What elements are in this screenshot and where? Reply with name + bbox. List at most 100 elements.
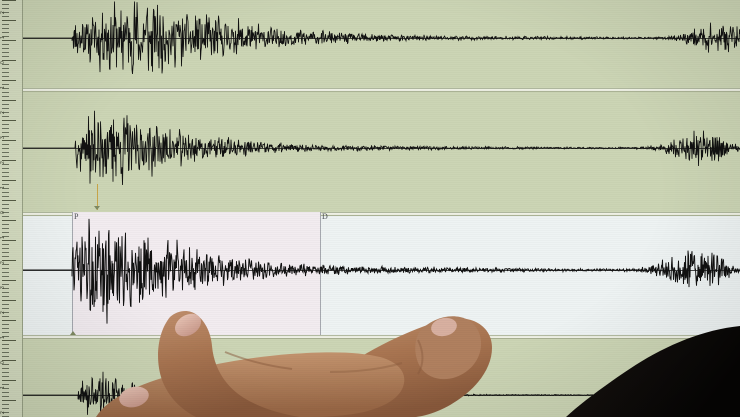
ruler-label: 1 bbox=[0, 86, 6, 89]
seismogram-track-2[interactable] bbox=[22, 88, 740, 212]
ruler-tick-minor bbox=[2, 108, 9, 109]
ruler-tick-minor bbox=[2, 224, 9, 225]
ruler-tick-minor bbox=[2, 388, 9, 389]
ruler-tick-major bbox=[2, 60, 16, 61]
ruler-tick-minor bbox=[2, 136, 9, 137]
ruler-tick-major bbox=[2, 120, 16, 121]
ruler-tick-minor bbox=[2, 408, 9, 409]
ruler-tick-minor bbox=[2, 332, 9, 333]
ruler-tick-minor bbox=[2, 328, 9, 329]
ruler-tick-minor bbox=[2, 4, 9, 5]
ruler-tick-minor bbox=[2, 32, 9, 33]
ruler-label: 2 bbox=[0, 261, 6, 264]
ruler-tick-major bbox=[2, 400, 16, 401]
waveform-path bbox=[22, 219, 740, 324]
ruler-tick-minor bbox=[2, 264, 9, 265]
ruler-tick-major bbox=[2, 340, 16, 341]
ruler-tick-minor bbox=[2, 204, 9, 205]
ruler-tick-minor bbox=[2, 24, 9, 25]
ruler-tick-minor bbox=[2, 168, 9, 169]
ruler-tick-minor bbox=[2, 252, 9, 253]
ruler-tick-major bbox=[2, 360, 16, 361]
seismogram-track-3-selected[interactable]: P D bbox=[22, 212, 740, 335]
ruler-tick-minor bbox=[2, 316, 9, 317]
ruler-tick-minor bbox=[2, 404, 9, 405]
ruler-tick-minor bbox=[2, 248, 9, 249]
ruler-label: 3 bbox=[0, 286, 6, 289]
ruler-tick-minor bbox=[2, 12, 9, 13]
ruler-tick-major bbox=[2, 180, 16, 181]
p-phase-label: P bbox=[74, 212, 79, 221]
d-phase-pick-line[interactable] bbox=[320, 212, 321, 335]
seismogram-track-4[interactable] bbox=[22, 335, 740, 417]
ruler-tick-minor bbox=[2, 392, 9, 393]
ruler-tick-minor bbox=[2, 304, 9, 305]
ruler-tick-minor bbox=[2, 208, 9, 209]
ruler-tick-minor bbox=[2, 276, 9, 277]
waveform-path bbox=[22, 111, 740, 185]
ruler-tick-minor bbox=[2, 412, 9, 413]
seismogram-track-1[interactable] bbox=[22, 0, 740, 88]
ruler-label: 2 bbox=[0, 111, 6, 114]
ruler-tick-minor bbox=[2, 128, 9, 129]
ruler-tick-minor bbox=[2, 216, 9, 217]
ruler-tick-minor bbox=[2, 176, 9, 177]
ruler-tick-minor bbox=[2, 184, 9, 185]
ruler-tick-minor bbox=[2, 56, 9, 57]
ruler-tick-minor bbox=[2, 288, 9, 289]
ruler-tick-minor bbox=[2, 88, 9, 89]
ruler-tick-major bbox=[2, 20, 16, 21]
ruler-label: 2 bbox=[0, 161, 6, 164]
ruler-tick-major bbox=[2, 320, 16, 321]
ruler-label: 2 bbox=[0, 11, 6, 14]
ruler-tick-minor bbox=[2, 148, 9, 149]
ruler-tick-minor bbox=[2, 124, 9, 125]
d-phase-label: D bbox=[322, 212, 328, 221]
ruler-tick-minor bbox=[2, 164, 9, 165]
ruler-tick-minor bbox=[2, 296, 9, 297]
ruler-tick-major bbox=[2, 100, 16, 101]
ruler-tick-major bbox=[2, 200, 16, 201]
ruler-tick-minor bbox=[2, 96, 9, 97]
ruler-tick-major bbox=[2, 160, 16, 161]
ruler-tick-minor bbox=[2, 196, 9, 197]
ruler-tick-minor bbox=[2, 236, 9, 237]
waveform-trace-1 bbox=[22, 0, 740, 88]
ruler-label: 0 bbox=[0, 211, 6, 214]
ruler-tick-minor bbox=[2, 324, 9, 325]
ruler-tick-minor bbox=[2, 256, 9, 257]
ruler-tick-minor bbox=[2, 272, 9, 273]
ruler-tick-minor bbox=[2, 244, 9, 245]
ruler-tick-minor bbox=[2, 104, 9, 105]
ruler-tick-major bbox=[2, 380, 16, 381]
ruler-tick-minor bbox=[2, 16, 9, 17]
waveform-path bbox=[22, 2, 740, 75]
ruler-label: 2 bbox=[0, 311, 6, 314]
ruler-tick-minor bbox=[2, 284, 9, 285]
ruler-tick-minor bbox=[2, 112, 9, 113]
ruler-tick-major bbox=[2, 300, 16, 301]
ruler-tick-minor bbox=[2, 28, 9, 29]
ruler-tick-minor bbox=[2, 152, 9, 153]
ruler-tick-minor bbox=[2, 156, 9, 157]
ruler-tick-major bbox=[2, 260, 16, 261]
ruler-tick-major bbox=[2, 220, 16, 221]
pick-triangle-icon bbox=[94, 206, 100, 210]
ruler-tick-minor bbox=[2, 76, 9, 77]
ruler-tick-minor bbox=[2, 364, 9, 365]
waveform-trace-2 bbox=[22, 88, 740, 212]
ruler-tick-minor bbox=[2, 352, 9, 353]
ruler-label: 3 bbox=[0, 136, 6, 139]
ruler-tick-minor bbox=[2, 52, 9, 53]
ruler-tick-minor bbox=[2, 44, 9, 45]
track-separator-1 bbox=[22, 88, 740, 92]
track-separator-2 bbox=[22, 212, 740, 216]
ruler-tick-minor bbox=[2, 308, 9, 309]
ruler-label: 1 bbox=[0, 236, 6, 239]
ruler-tick-minor bbox=[2, 396, 9, 397]
amber-marker-icon[interactable] bbox=[97, 184, 98, 210]
ruler-tick-minor bbox=[2, 372, 9, 373]
waveform-path bbox=[22, 372, 740, 415]
ruler-tick-major bbox=[2, 240, 16, 241]
